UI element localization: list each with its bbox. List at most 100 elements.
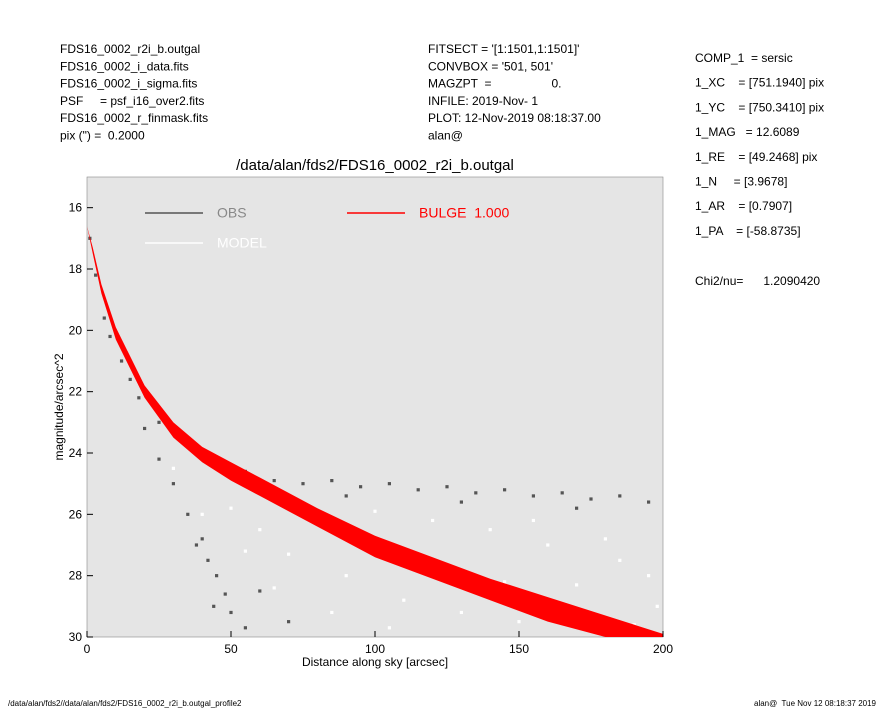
data-point bbox=[186, 512, 190, 516]
chart-title: /data/alan/fds2/FDS16_0002_r2i_b.outgal bbox=[236, 157, 514, 174]
data-point bbox=[373, 509, 377, 513]
data-point bbox=[402, 598, 406, 602]
data-point bbox=[330, 479, 334, 483]
data-point bbox=[108, 334, 112, 339]
data-point bbox=[474, 491, 478, 495]
footer-right: alan@ Tue Nov 12 08:18:37 2019 bbox=[754, 699, 877, 708]
fit-parameter: 1_PA = [-58.8735] bbox=[695, 224, 801, 238]
data-point bbox=[194, 543, 199, 547]
y-tick-label: 28 bbox=[69, 569, 83, 583]
header-left: FDS16_0002_i_sigma.fits bbox=[60, 77, 197, 91]
y-axis-label: magnitude/arcsec^2 bbox=[52, 353, 66, 460]
data-point bbox=[655, 604, 659, 608]
data-point bbox=[330, 610, 334, 615]
legend-label: MODEL bbox=[217, 235, 267, 251]
data-point bbox=[287, 620, 291, 624]
y-tick-label: 24 bbox=[69, 446, 83, 460]
fit-parameter: 1_XC = [751.1940] pix bbox=[695, 76, 824, 90]
data-point bbox=[647, 574, 651, 578]
data-point bbox=[157, 420, 161, 424]
header-left: pix (") = 0.2000 bbox=[60, 129, 145, 143]
fit-parameter: COMP_1 = sersic bbox=[695, 51, 793, 65]
header-middle: PLOT: 12-Nov-2019 08:18:37.00 bbox=[428, 111, 601, 125]
data-point bbox=[94, 273, 98, 277]
data-point bbox=[531, 494, 535, 498]
x-tick-label: 150 bbox=[509, 642, 529, 656]
fit-parameter: 1_N = [3.9678] bbox=[695, 175, 787, 189]
data-point bbox=[603, 537, 607, 541]
data-point bbox=[560, 491, 564, 495]
data-point bbox=[229, 610, 233, 615]
x-axis-label: Distance along sky [arcsec] bbox=[302, 655, 448, 669]
data-point bbox=[359, 485, 363, 489]
header-middle: CONVBOX = '501, 501' bbox=[428, 59, 553, 73]
data-point bbox=[128, 377, 132, 381]
data-point bbox=[647, 500, 651, 504]
x-tick-label: 0 bbox=[84, 642, 91, 656]
data-point bbox=[272, 479, 276, 483]
footer-left: /data/alan/fds2//data/alan/fds2/FDS16_00… bbox=[8, 699, 242, 708]
data-point bbox=[258, 589, 262, 593]
data-point bbox=[243, 626, 247, 630]
data-point bbox=[503, 488, 507, 492]
data-point bbox=[243, 549, 247, 553]
y-tick-label: 18 bbox=[69, 262, 83, 276]
header-left: PSF = psf_i16_over2.fits bbox=[60, 94, 204, 108]
data-point bbox=[488, 528, 492, 532]
data-point bbox=[575, 506, 579, 510]
data-point bbox=[575, 583, 579, 587]
data-point bbox=[618, 494, 622, 498]
x-tick-label: 100 bbox=[365, 642, 385, 656]
data-point bbox=[301, 482, 305, 486]
header-left: FDS16_0002_r2i_b.outgal bbox=[60, 42, 200, 56]
data-point bbox=[102, 316, 106, 320]
fit-parameter: 1_AR = [0.7907] bbox=[695, 199, 792, 213]
fit-parameter: 1_RE = [49.2468] pix bbox=[695, 150, 817, 164]
plot-content bbox=[87, 226, 663, 637]
data-point bbox=[589, 497, 593, 501]
data-point bbox=[229, 506, 233, 510]
x-tick-label: 50 bbox=[224, 642, 238, 656]
data-point bbox=[387, 482, 391, 486]
header-left: FDS16_0002_i_data.fits bbox=[60, 59, 189, 73]
data-point bbox=[200, 512, 204, 516]
y-tick-label: 16 bbox=[69, 201, 83, 215]
fit-parameter: 1_YC = [750.3410] pix bbox=[695, 100, 824, 114]
data-point bbox=[431, 518, 435, 523]
header-middle: FITSECT = '[1:1501,1:1501]' bbox=[428, 42, 579, 56]
data-point bbox=[215, 574, 219, 578]
data-point bbox=[459, 610, 463, 615]
data-point bbox=[137, 396, 141, 400]
data-point bbox=[287, 552, 291, 556]
data-point bbox=[387, 626, 391, 630]
y-tick-label: 20 bbox=[69, 323, 83, 337]
header-middle: INFILE: 2019-Nov- 1 bbox=[428, 94, 538, 108]
data-point bbox=[503, 580, 507, 584]
data-point bbox=[258, 528, 262, 532]
y-tick-label: 26 bbox=[69, 507, 83, 521]
data-point bbox=[531, 518, 535, 523]
data-point bbox=[618, 558, 622, 562]
y-tick-label: 30 bbox=[69, 630, 83, 644]
legend-label: BULGE 1.000 bbox=[419, 205, 509, 221]
data-point bbox=[143, 426, 147, 431]
data-point bbox=[344, 574, 348, 578]
data-point bbox=[171, 482, 175, 486]
chi2: Chi2/nu= 1.2090420 bbox=[695, 274, 820, 288]
header-middle: alan@ bbox=[428, 129, 463, 143]
data-point bbox=[212, 604, 216, 608]
data-point bbox=[517, 620, 521, 624]
data-point bbox=[206, 558, 210, 562]
x-tick-label: 200 bbox=[653, 642, 673, 656]
data-point bbox=[445, 485, 449, 489]
data-point bbox=[171, 466, 175, 470]
header-middle: MAGZPT = 0. bbox=[428, 77, 561, 91]
data-point bbox=[200, 537, 204, 541]
legend-label: OBS bbox=[217, 205, 247, 221]
data-point bbox=[546, 543, 550, 547]
model-band bbox=[87, 226, 663, 637]
data-point bbox=[223, 592, 227, 596]
y-tick-label: 22 bbox=[69, 385, 83, 399]
data-point bbox=[416, 488, 420, 492]
